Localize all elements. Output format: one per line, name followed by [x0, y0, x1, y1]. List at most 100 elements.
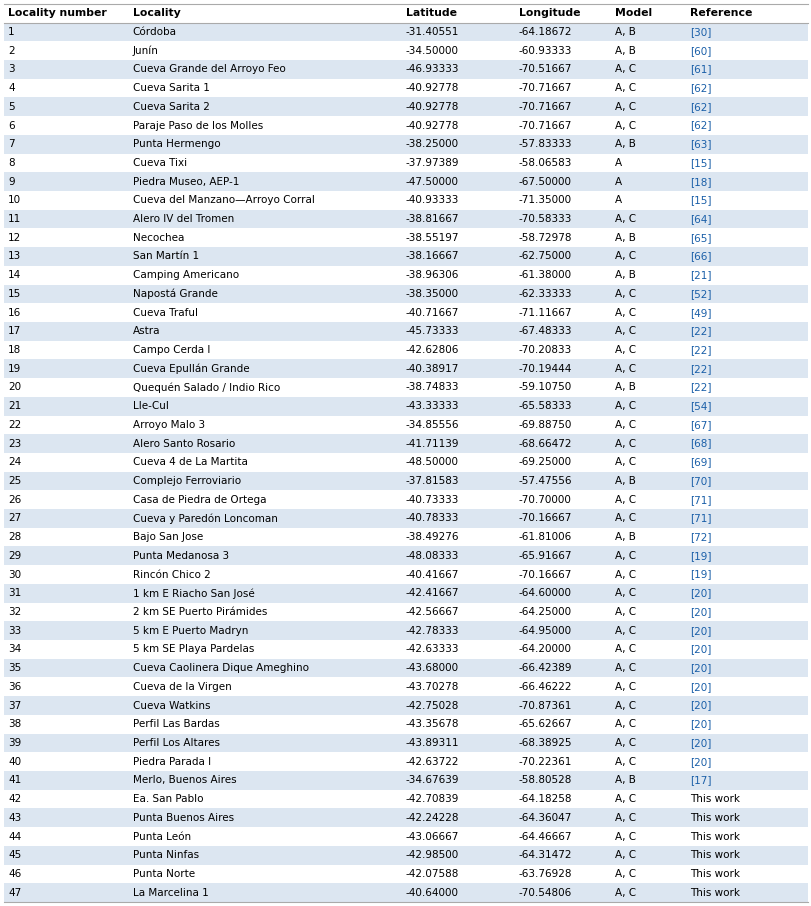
Bar: [4, 640, 807, 659]
Text: Locality: Locality: [132, 8, 180, 18]
Text: A, C: A, C: [614, 458, 635, 467]
Text: [69]: [69]: [689, 458, 710, 467]
Text: [20]: [20]: [689, 607, 710, 617]
Text: -40.71667: -40.71667: [406, 308, 459, 318]
Text: -40.78333: -40.78333: [406, 514, 459, 524]
Bar: [4, 135, 807, 154]
Text: 40: 40: [8, 757, 21, 766]
Bar: [4, 752, 807, 771]
Text: A: A: [614, 177, 621, 187]
Bar: [4, 191, 807, 209]
Text: 26: 26: [8, 495, 21, 505]
Text: 13: 13: [8, 252, 21, 262]
Text: -43.89311: -43.89311: [406, 738, 459, 748]
Text: Cueva 4 de La Martita: Cueva 4 de La Martita: [132, 458, 247, 467]
Text: 12: 12: [8, 233, 21, 243]
Bar: [4, 98, 807, 116]
Text: -37.81583: -37.81583: [406, 476, 459, 486]
Text: Cueva Sarita 1: Cueva Sarita 1: [132, 83, 209, 93]
Text: [71]: [71]: [689, 514, 710, 524]
Text: Model: Model: [614, 8, 651, 18]
Text: -71.35000: -71.35000: [518, 196, 571, 206]
Text: [52]: [52]: [689, 289, 710, 299]
Text: [22]: [22]: [689, 363, 710, 374]
Bar: [4, 172, 807, 191]
Text: 43: 43: [8, 813, 21, 823]
Text: A, B: A, B: [614, 45, 635, 55]
Bar: [4, 790, 807, 808]
Text: -40.73333: -40.73333: [406, 495, 459, 505]
Bar: [4, 565, 807, 583]
Text: 33: 33: [8, 626, 21, 636]
Text: [15]: [15]: [689, 196, 710, 206]
Bar: [4, 434, 807, 453]
Text: A, C: A, C: [614, 345, 635, 355]
Text: A, C: A, C: [614, 813, 635, 823]
Text: -38.81667: -38.81667: [406, 214, 459, 224]
Text: A, C: A, C: [614, 888, 635, 898]
Bar: [4, 341, 807, 360]
Text: -58.72978: -58.72978: [518, 233, 571, 243]
Text: -42.41667: -42.41667: [406, 588, 459, 598]
Text: Piedra Parada I: Piedra Parada I: [132, 757, 211, 766]
Text: -41.71139: -41.71139: [406, 439, 459, 448]
Bar: [4, 696, 807, 715]
Text: 11: 11: [8, 214, 21, 224]
Text: -57.83333: -57.83333: [518, 140, 571, 149]
Text: Cueva Tixi: Cueva Tixi: [132, 158, 187, 168]
Text: 5 km SE Playa Pardelas: 5 km SE Playa Pardelas: [132, 644, 254, 654]
Text: A, C: A, C: [614, 252, 635, 262]
Text: 5 km E Puerto Madryn: 5 km E Puerto Madryn: [132, 626, 247, 636]
Text: [20]: [20]: [689, 700, 710, 710]
Text: 3: 3: [8, 64, 15, 74]
Text: Perfil Los Altares: Perfil Los Altares: [132, 738, 219, 748]
Text: -38.35000: -38.35000: [406, 289, 458, 299]
Text: Astra: Astra: [132, 326, 160, 336]
Text: -70.22361: -70.22361: [518, 757, 571, 766]
Bar: [4, 42, 807, 60]
Text: Cueva del Manzano—Arroyo Corral: Cueva del Manzano—Arroyo Corral: [132, 196, 314, 206]
Text: -40.64000: -40.64000: [406, 888, 458, 898]
Text: Rincón Chico 2: Rincón Chico 2: [132, 570, 210, 580]
Text: Cueva y Paredón Loncoman: Cueva y Paredón Loncoman: [132, 513, 277, 524]
Text: -38.49276: -38.49276: [406, 532, 459, 542]
Text: -64.31472: -64.31472: [518, 850, 571, 860]
Text: 2: 2: [8, 45, 15, 55]
Text: -34.50000: -34.50000: [406, 45, 458, 55]
Text: A, C: A, C: [614, 289, 635, 299]
Bar: [4, 490, 807, 509]
Text: Merlo, Buenos Aires: Merlo, Buenos Aires: [132, 776, 236, 786]
Text: A, C: A, C: [614, 757, 635, 766]
Text: 25: 25: [8, 476, 21, 486]
Text: This work: This work: [689, 813, 739, 823]
Text: [70]: [70]: [689, 476, 710, 486]
Text: [61]: [61]: [689, 64, 710, 74]
Text: -60.93333: -60.93333: [518, 45, 571, 55]
Text: A, C: A, C: [614, 663, 635, 673]
Text: A: A: [614, 196, 621, 206]
Text: 23: 23: [8, 439, 21, 448]
Text: [22]: [22]: [689, 382, 710, 392]
Text: [18]: [18]: [689, 177, 710, 187]
Bar: [4, 154, 807, 172]
Text: Campo Cerda I: Campo Cerda I: [132, 345, 210, 355]
Text: A, C: A, C: [614, 607, 635, 617]
Text: A, C: A, C: [614, 495, 635, 505]
Text: -42.78333: -42.78333: [406, 626, 459, 636]
Text: A, C: A, C: [614, 570, 635, 580]
Text: -40.92778: -40.92778: [406, 101, 459, 111]
Text: Camping Americano: Camping Americano: [132, 270, 238, 280]
Text: [30]: [30]: [689, 27, 710, 37]
Bar: [4, 883, 807, 902]
Text: 21: 21: [8, 401, 21, 411]
Text: Piedra Museo, AEP-1: Piedra Museo, AEP-1: [132, 177, 238, 187]
Text: [20]: [20]: [689, 626, 710, 636]
Text: -70.58333: -70.58333: [518, 214, 571, 224]
Text: A, C: A, C: [614, 738, 635, 748]
Text: -70.70000: -70.70000: [518, 495, 571, 505]
Text: -59.10750: -59.10750: [518, 382, 571, 392]
Text: Ea. San Pablo: Ea. San Pablo: [132, 794, 203, 805]
Bar: [4, 322, 807, 341]
Text: [72]: [72]: [689, 532, 710, 542]
Text: A, B: A, B: [614, 233, 635, 243]
